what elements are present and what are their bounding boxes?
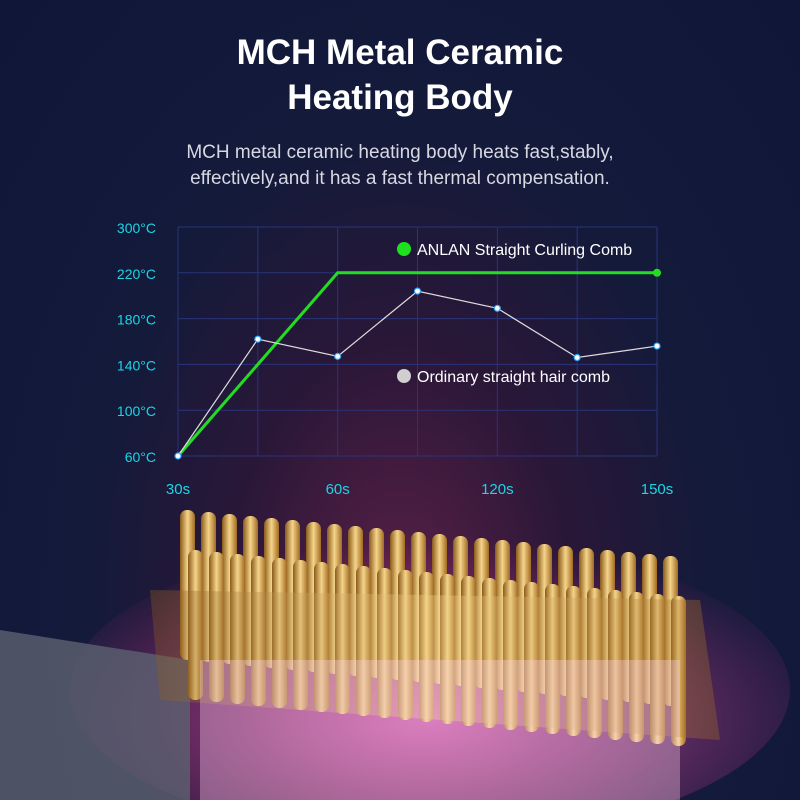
y-tick-label: 180°C [117,312,156,328]
y-tick-label: 300°C [117,220,156,236]
legend-marker [397,369,411,383]
data-point [254,335,262,343]
y-tick-label: 140°C [117,357,156,373]
title-line-2: Heating Body [287,78,513,117]
title-line-1: MCH Metal Ceramic [236,33,564,72]
x-tick-label: 60s [326,481,350,498]
series-line [176,271,657,457]
subtitle-line-2: effectively,and it has a fast thermal co… [190,168,610,189]
data-point [334,352,342,360]
y-tick-label: 220°C [117,266,156,282]
subtitle: MCH metal ceramic heating body heats fas… [0,140,800,192]
data-point [493,304,501,312]
data-point [653,268,661,277]
data-point [653,342,661,350]
data-point [573,353,581,362]
subtitle-line-1: MCH metal ceramic heating body heats fas… [186,142,614,163]
data-point [413,287,422,295]
legend-label: Ordinary straight hair comb [417,369,610,386]
data-point [174,452,182,460]
x-tick-label: 120s [481,481,514,498]
x-tick-label: 30s [166,481,190,498]
page-title: MCH Metal Ceramic Heating Body [0,30,800,120]
y-tick-label: 60°C [125,449,156,465]
x-tick-label: 150s [641,481,674,498]
legend-label: ANLAN Straight Curling Comb [417,242,632,259]
y-tick-label: 100°C [117,403,156,419]
heating-comb-image [0,510,790,800]
legend-marker [397,242,411,256]
